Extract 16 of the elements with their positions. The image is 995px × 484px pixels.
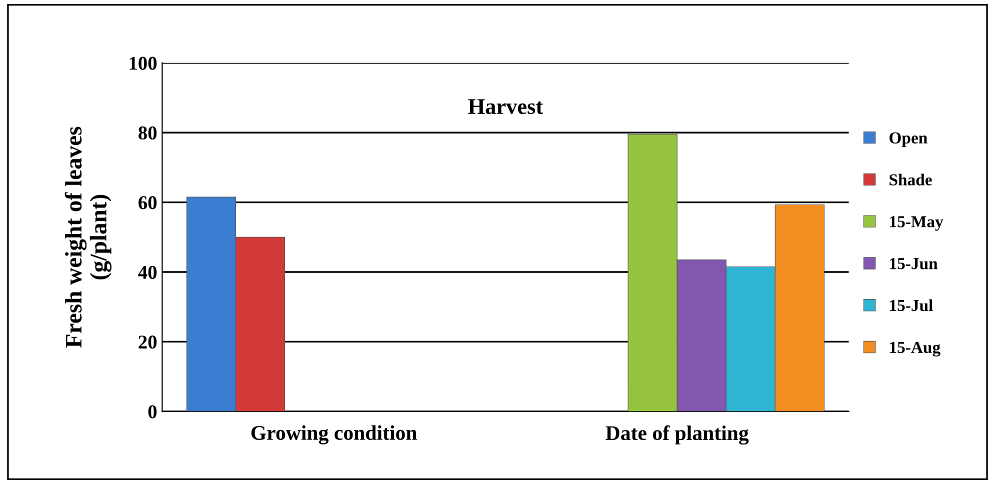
text: Harvest [468,99,543,114]
y-tick-label: 60 [138,196,157,210]
legend-label: 15-Aug [890,342,940,357]
y-tick-label: 80 [138,126,157,140]
y-tick-label: 40 [138,266,157,279]
y-tick-label: 100 [130,56,157,70]
legend-label: 15-May [890,216,944,231]
y-tick-label: 0 [148,405,157,418]
x-tick-label: Date of planting [606,425,749,445]
x-tick-label: Growing condition [251,425,417,444]
y-axis-title: Fresh weight of leaves (g/plant) [64,126,112,348]
legend-label: 15-Jul [890,299,933,312]
y-tick-label: 20 [138,336,157,349]
legend-label: Shade [890,174,932,186]
legend-label: Open [890,132,928,147]
legend-label: 15-Jun [890,258,938,270]
